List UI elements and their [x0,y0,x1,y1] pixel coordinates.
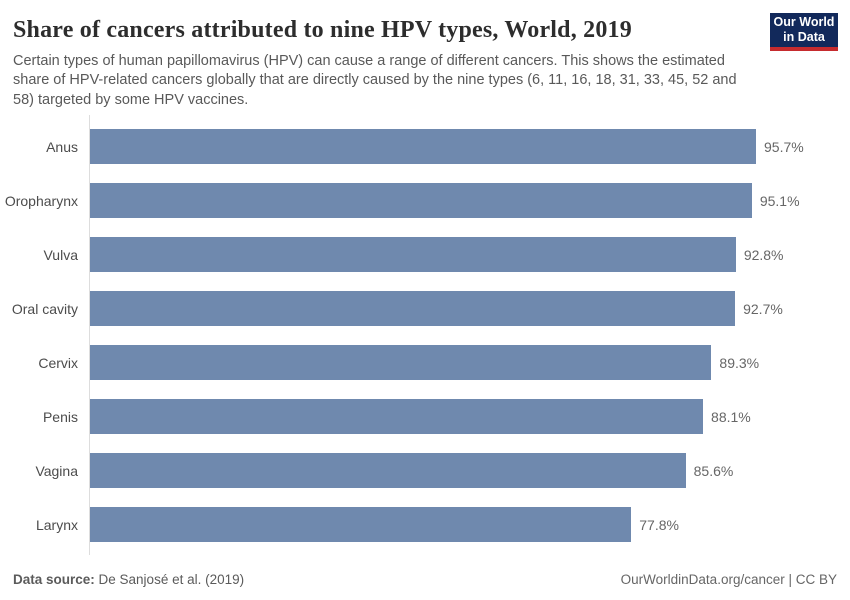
value-label: 92.7% [743,300,783,317]
category-label-larynx: Larynx [35,516,78,533]
chart-row: Anus 95.7% [0,120,850,174]
value-label: 77.8% [639,516,679,533]
bar-oropharynx[interactable] [89,183,752,219]
chart-row: Oral cavity 92.7% [0,282,850,336]
chart-subtitle: Certain types of human papillomavirus (H… [13,53,737,108]
chart-row: Vulva 92.8% [0,228,850,282]
owid-logo[interactable]: Our World in Data [770,13,838,51]
bar-area: 88.1% [89,399,850,435]
y-axis-line [89,114,90,555]
bar-area: 95.7% [89,129,850,165]
chart-header: Share of cancers attributed to nine HPV … [0,0,850,110]
chart-row: Larynx 77.8% [0,498,850,552]
owid-logo-line2: in Data [783,30,825,44]
bar-area: 89.3% [89,345,850,381]
chart-footer: Data source: De Sanjosé et al. (2019) Ou… [13,572,837,587]
chart-row: Cervix 89.3% [0,336,850,390]
bar-penis[interactable] [89,399,704,435]
category-label-vulva: Vulva [43,246,78,263]
credit-link[interactable]: OurWorldinData.org/cancer | CC BY [620,572,837,587]
category-label-anus: Anus [46,138,78,155]
bar-cervix[interactable] [89,345,712,381]
chart-row: Vagina 85.6% [0,444,850,498]
value-label: 88.1% [711,408,751,425]
bar-vulva[interactable] [89,237,736,273]
bar-area: 92.8% [89,237,850,273]
category-label-penis: Penis [42,408,78,425]
owid-logo-line1: Our World [773,15,835,29]
bar-area: 85.6% [89,453,850,489]
data-source: Data source: De Sanjosé et al. (2019) [13,572,244,587]
bar-area: 92.7% [89,291,850,327]
data-source-label: Data source: [13,572,95,587]
value-label: 95.1% [759,192,800,209]
category-label-oral-cavity: Oral cavity [11,300,78,317]
bar-vagina[interactable] [89,453,686,489]
chart-row: Oropharynx 95.1% [0,174,850,228]
chart-row: Penis 88.1% [0,390,850,444]
bar-oral-cavity[interactable] [89,291,736,327]
data-source-value: De Sanjosé et al. (2019) [94,572,245,587]
category-label-vagina: Vagina [35,462,78,479]
value-label: 85.6% [693,462,734,479]
bar-rows: Anus 95.7% Oropharynx 95.1% Vulva 92.8% Oral c… [0,120,850,552]
bar-chart: Anus 95.7% Oropharynx 95.1% Vulva 92.8% Oral c… [0,114,850,555]
bar-anus[interactable] [89,129,757,165]
value-label: 95.7% [764,138,804,155]
page-title: Share of cancers attributed to nine HPV … [13,17,632,43]
bar-area: 95.1% [89,183,850,219]
bar-area: 77.8% [89,507,850,543]
value-label: 92.8% [743,246,784,263]
bar-larynx[interactable] [89,507,632,543]
value-label: 89.3% [719,354,760,371]
category-label-cervix: Cervix [38,354,78,371]
category-label-oropharynx: Oropharynx [4,192,78,209]
